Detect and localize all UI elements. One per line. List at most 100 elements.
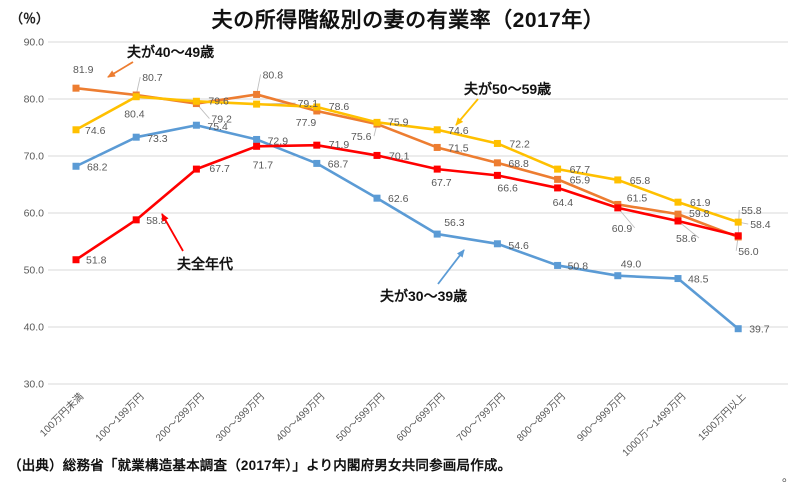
data-label-age-50-59: 78.6 — [329, 101, 350, 113]
data-point-all-ages — [313, 141, 321, 149]
data-point-age-40-49 — [674, 210, 682, 218]
data-point-all-ages — [132, 216, 140, 224]
data-point-age-30-39 — [313, 159, 321, 167]
data-label-age-30-39: 68.2 — [87, 161, 108, 173]
data-point-age-40-49 — [554, 175, 562, 183]
data-label-age-50-59: 61.9 — [690, 197, 711, 209]
data-point-age-40-49 — [72, 84, 80, 92]
data-label-age-40-49: 71.5 — [448, 142, 469, 154]
data-label-age-30-39: 48.5 — [688, 274, 709, 286]
x-tick-label: 800～899万円 — [515, 391, 568, 444]
data-point-age-40-49 — [313, 107, 321, 115]
data-label-all-ages: 71.7 — [253, 159, 274, 171]
data-label-age-50-59: 65.8 — [630, 175, 651, 187]
annotation-arrow — [437, 249, 465, 285]
data-label-all-ages: 58.6 — [676, 233, 697, 245]
data-point-age-50-59 — [253, 100, 261, 108]
data-point-age-30-39 — [614, 272, 622, 280]
x-tick-label: 1500万円以上 — [696, 391, 749, 444]
x-tick-label: 900～999万円 — [575, 391, 628, 444]
x-tick-label: 100～199万円 — [94, 391, 147, 444]
annotation-label: 夫が30～39歳 — [380, 288, 467, 304]
data-label-all-ages: 71.9 — [329, 139, 350, 151]
data-point-age-30-39 — [734, 325, 742, 333]
data-point-all-ages — [493, 171, 501, 179]
data-label-age-40-49: 68.8 — [508, 158, 529, 170]
y-tick-label: 50.0 — [24, 265, 45, 277]
data-point-age-30-39 — [493, 240, 501, 248]
x-tick-label: 500～599万円 — [335, 391, 388, 444]
data-point-age-50-59 — [554, 165, 562, 173]
data-label-age-30-39: 49.0 — [621, 259, 642, 271]
data-point-age-30-39 — [674, 275, 682, 283]
y-tick-label: 80.0 — [24, 94, 45, 106]
data-label-age-40-49: 61.5 — [627, 192, 648, 204]
data-label-age-50-59: 74.6 — [448, 125, 469, 137]
y-axis-unit: （％） — [10, 11, 50, 26]
data-point-all-ages — [192, 165, 200, 173]
x-tick-label: 700～799万円 — [455, 391, 508, 444]
data-point-age-30-39 — [72, 162, 80, 170]
data-label-all-ages: 64.4 — [553, 197, 574, 209]
data-label-age-50-59: 80.4 — [124, 109, 145, 121]
data-label-age-30-39: 39.7 — [749, 324, 770, 336]
data-point-age-30-39 — [373, 194, 381, 202]
data-label-all-ages: 70.1 — [389, 150, 410, 162]
data-label-age-40-49: 80.7 — [142, 72, 163, 84]
data-label-age-50-59: 79.1 — [298, 98, 319, 110]
data-point-all-ages — [674, 217, 682, 225]
series-line-age-40-49 — [74, 86, 740, 239]
data-label-all-ages: 56.0 — [738, 246, 759, 258]
data-label-age-50-59: 72.2 — [509, 138, 530, 150]
data-label-age-50-59: 74.6 — [85, 125, 106, 137]
data-point-age-30-39 — [132, 133, 140, 141]
data-point-age-40-49 — [433, 143, 441, 151]
data-label-age-40-49: 79.2 — [211, 114, 232, 126]
data-label-age-40-49: 81.9 — [73, 64, 94, 76]
x-tick-label: 600～699万円 — [395, 391, 448, 444]
data-point-age-50-59 — [433, 126, 441, 134]
y-tick-label: 90.0 — [24, 37, 45, 49]
data-label-age-40-49: 80.8 — [263, 69, 284, 81]
data-label-age-40-49: 65.9 — [570, 174, 591, 186]
x-tick-label: 300～399万円 — [214, 391, 267, 444]
data-point-age-50-59 — [614, 176, 622, 184]
data-point-age-50-59 — [493, 139, 501, 147]
data-label-all-ages: 66.6 — [497, 182, 518, 194]
data-point-all-ages — [253, 142, 261, 150]
data-point-age-40-49 — [253, 90, 261, 98]
x-tick-label: 200～299万円 — [154, 391, 207, 444]
y-tick-label: 30.0 — [24, 379, 45, 391]
data-point-all-ages — [373, 151, 381, 159]
y-tick-label: 40.0 — [24, 322, 45, 334]
data-label-age-40-49: 77.9 — [296, 117, 317, 129]
data-label-age-30-39: 73.3 — [147, 133, 168, 145]
chart-title: 夫の所得階級別の妻の有業率（2017年） — [211, 9, 605, 32]
data-label-age-40-49: 75.6 — [351, 131, 372, 143]
data-point-age-50-59 — [72, 126, 80, 134]
data-label-age-50-59: 79.6 — [208, 95, 229, 107]
data-label-age-30-39: 62.6 — [388, 193, 409, 205]
data-point-age-30-39 — [192, 121, 200, 129]
data-point-all-ages — [614, 204, 622, 212]
data-label-age-30-39: 75.4 — [207, 121, 228, 133]
data-label-age-50-59: 67.7 — [570, 164, 591, 176]
data-point-age-30-39 — [253, 135, 261, 143]
data-point-all-ages — [554, 184, 562, 192]
x-tick-label: 400～499万円 — [274, 391, 327, 444]
data-point-all-ages — [72, 256, 80, 264]
annotation-arrow — [107, 61, 134, 78]
annotation-label: 夫全年代 — [177, 256, 233, 272]
annotation-arrow — [455, 98, 479, 126]
data-point-age-30-39 — [554, 261, 562, 269]
annotation-label: 夫が50～59歳 — [464, 81, 551, 97]
data-label-age-30-39: 56.3 — [444, 217, 465, 229]
data-point-age-50-59 — [734, 218, 742, 226]
data-point-age-50-59 — [674, 198, 682, 206]
series-line-age-30-39 — [74, 123, 740, 331]
data-point-all-ages — [433, 165, 441, 173]
data-label-all-ages: 67.7 — [209, 163, 230, 175]
data-label-age-30-39: 50.8 — [568, 260, 589, 272]
